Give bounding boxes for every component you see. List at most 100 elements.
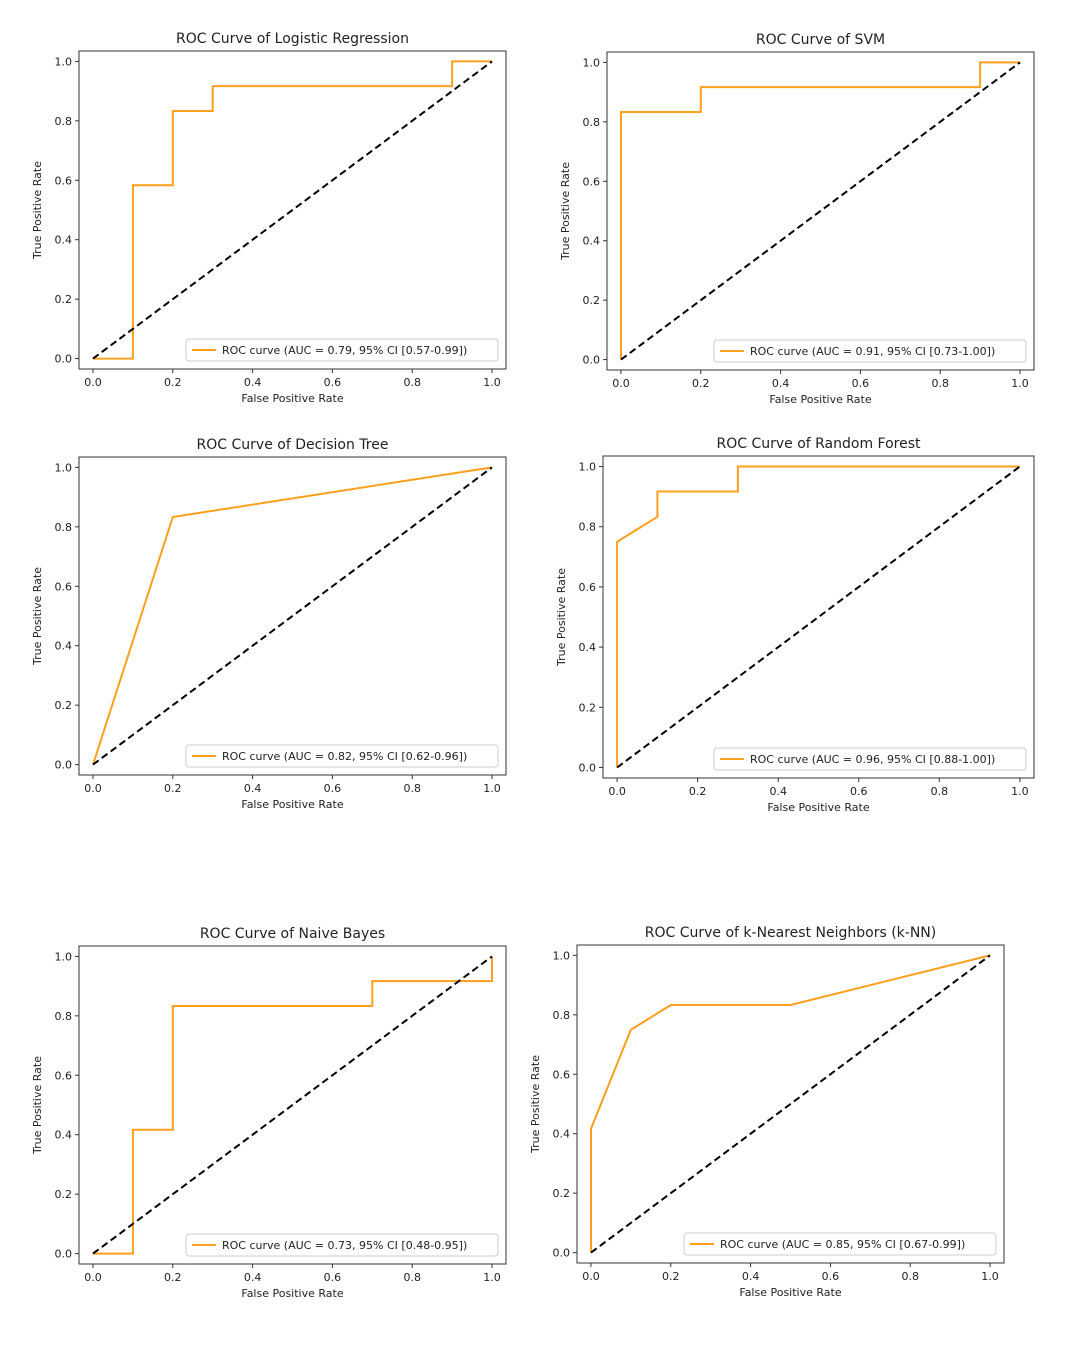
y-tick-label: 0.6 — [55, 580, 73, 593]
x-tick-label: 0.6 — [324, 1271, 342, 1284]
x-tick-label: 0.8 — [901, 1270, 919, 1283]
legend: ROC curve (AUC = 0.82, 95% CI [0.62-0.96… — [185, 744, 499, 768]
plot-frame — [576, 944, 1005, 1264]
x-tick-label: 0.0 — [84, 1271, 102, 1284]
y-axis-label: True Positive Rate — [31, 161, 44, 260]
roc-chart-1: ROC Curve of Logistic Regression 0.0 0.2 0.… — [31, 31, 507, 405]
legend-box — [185, 1233, 499, 1257]
y-axis-label: True Positive Rate — [529, 1055, 542, 1154]
legend-box — [713, 747, 1027, 771]
y-tick-label: 1.0 — [55, 950, 73, 963]
y-tick-label: 0.4 — [55, 234, 73, 247]
legend-entry: ROC curve (AUC = 0.73, 95% CI [0.48-0.95… — [222, 1239, 467, 1252]
y-tick-label: 0.2 — [553, 1187, 571, 1200]
legend-entry: ROC curve (AUC = 0.79, 95% CI [0.57-0.99… — [222, 344, 467, 357]
x-tick-label: 1.0 — [1011, 785, 1029, 798]
x-tick-label: 0.4 — [769, 785, 787, 798]
x-axis-label: False Positive Rate — [767, 801, 869, 814]
plot-frame — [78, 456, 507, 776]
x-tick-label: 0.2 — [164, 376, 182, 389]
x-tick-label: 0.2 — [164, 782, 182, 795]
roc-curve-line — [620, 61, 1020, 360]
y-tick-label: 0.2 — [579, 701, 597, 714]
x-tick-label: 1.0 — [981, 1270, 999, 1283]
x-axis-label: False Positive Rate — [769, 393, 871, 406]
roc-curve-line — [93, 956, 493, 1255]
roc-chart-6: ROC Curve of k-Nearest Neighbors (k-NN) 0… — [529, 925, 1005, 1299]
roc-chart-4: ROC Curve of Random Forest 0.0 0.2 0.4 0.6 0.… — [555, 436, 1035, 814]
legend-entry: ROC curve (AUC = 0.96, 95% CI [0.88-1.00… — [750, 753, 995, 766]
x-axis-label: False Positive Rate — [241, 1287, 343, 1300]
chart-title: ROC Curve of Random Forest — [716, 436, 921, 452]
y-tick-label: 0.8 — [55, 1010, 73, 1023]
y-tick-label: 1.0 — [553, 949, 571, 962]
y-axis-label: True Positive Rate — [31, 1056, 44, 1155]
x-axis-label: False Positive Rate — [241, 798, 343, 811]
x-tick-label: 0.6 — [852, 377, 870, 390]
y-tick-label: 0.6 — [583, 175, 601, 188]
y-tick-label: 0.6 — [553, 1068, 571, 1081]
x-tick-label: 0.8 — [403, 782, 421, 795]
y-axis-label: True Positive Rate — [559, 162, 572, 261]
y-tick-label: 0.6 — [579, 581, 597, 594]
plot-frame — [602, 455, 1035, 779]
y-axis-label: True Positive Rate — [31, 567, 44, 666]
x-tick-label: 0.6 — [324, 376, 342, 389]
x-tick-label: 0.2 — [662, 1270, 680, 1283]
diagonal-reference-line — [92, 955, 493, 1255]
y-tick-label: 0.0 — [55, 759, 73, 772]
legend-entry: ROC curve (AUC = 0.91, 95% CI [0.73-1.00… — [750, 345, 995, 358]
x-tick-label: 0.2 — [164, 1271, 182, 1284]
chart-title: ROC Curve of Decision Tree — [197, 437, 389, 453]
y-tick-label: 0.6 — [55, 1069, 73, 1082]
x-tick-label: 0.0 — [608, 785, 626, 798]
y-tick-label: 1.0 — [583, 56, 601, 69]
diagonal-reference-line — [92, 60, 493, 360]
x-tick-label: 1.0 — [1011, 377, 1029, 390]
x-tick-label: 0.0 — [84, 376, 102, 389]
y-tick-label: 0.8 — [583, 116, 601, 129]
roc-curve-line — [92, 466, 493, 765]
y-axis-label: True Positive Rate — [555, 568, 568, 667]
diagonal-reference-line — [620, 61, 1021, 361]
plot-frame — [78, 50, 507, 370]
x-tick-label: 0.0 — [84, 782, 102, 795]
y-tick-label: 0.4 — [579, 641, 597, 654]
y-tick-label: 1.0 — [55, 55, 73, 68]
x-tick-label: 0.8 — [931, 377, 949, 390]
y-tick-label: 0.0 — [55, 353, 73, 366]
legend: ROC curve (AUC = 0.85, 95% CI [0.67-0.99… — [683, 1232, 997, 1256]
y-tick-label: 0.0 — [583, 354, 601, 367]
y-tick-label: 0.0 — [553, 1247, 571, 1260]
x-tick-label: 0.8 — [403, 376, 421, 389]
y-tick-label: 1.0 — [55, 461, 73, 474]
legend-box — [185, 744, 499, 768]
y-tick-label: 0.8 — [55, 115, 73, 128]
legend-box — [683, 1232, 997, 1256]
x-axis-label: False Positive Rate — [739, 1286, 841, 1299]
y-tick-label: 0.4 — [55, 640, 73, 653]
roc-curve-line — [93, 60, 492, 360]
y-tick-label: 0.8 — [553, 1009, 571, 1022]
x-tick-label: 1.0 — [483, 376, 501, 389]
chart-title: ROC Curve of Naive Bayes — [200, 926, 385, 942]
x-tick-label: 0.0 — [582, 1270, 600, 1283]
legend-box — [713, 339, 1027, 363]
y-tick-label: 0.4 — [553, 1128, 571, 1141]
y-tick-label: 0.0 — [579, 761, 597, 774]
x-tick-label: 0.6 — [850, 785, 868, 798]
legend-entry: ROC curve (AUC = 0.85, 95% CI [0.67-0.99… — [720, 1238, 965, 1251]
y-tick-label: 0.8 — [579, 521, 597, 534]
x-tick-label: 0.4 — [244, 782, 262, 795]
diagonal-reference-line — [92, 466, 493, 766]
legend: ROC curve (AUC = 0.96, 95% CI [0.88-1.00… — [713, 747, 1027, 771]
legend: ROC curve (AUC = 0.91, 95% CI [0.73-1.00… — [713, 339, 1027, 363]
x-tick-label: 0.0 — [612, 377, 630, 390]
x-tick-label: 0.6 — [822, 1270, 840, 1283]
x-tick-label: 0.2 — [692, 377, 710, 390]
y-tick-label: 0.2 — [583, 294, 601, 307]
y-tick-label: 0.2 — [55, 1188, 73, 1201]
x-tick-label: 0.8 — [403, 1271, 421, 1284]
roc-chart-3: ROC Curve of Decision Tree 0.0 0.2 0.4 0.6 0.… — [31, 437, 507, 811]
